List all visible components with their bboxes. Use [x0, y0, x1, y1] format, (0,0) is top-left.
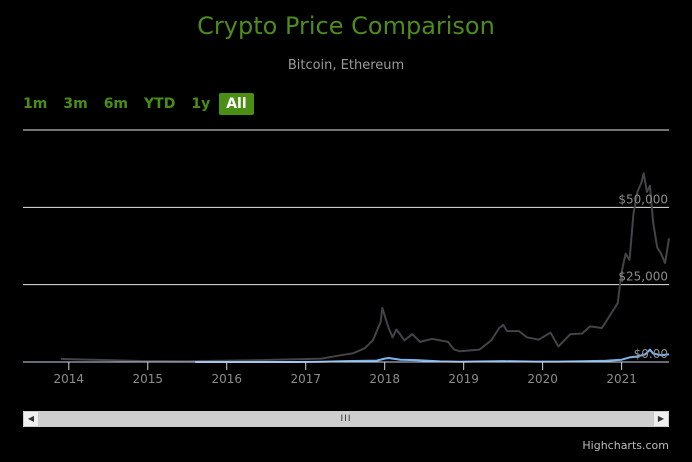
range-button-all[interactable]: All	[219, 93, 254, 115]
range-button-3m[interactable]: 3m	[63, 96, 88, 112]
series-lines	[60, 172, 670, 363]
x-tick-label: 2017	[290, 372, 321, 386]
x-tick-label: 2014	[54, 372, 85, 386]
x-tick-label: 2015	[133, 372, 164, 386]
scroll-right-arrow-icon[interactable]: ▶	[653, 412, 668, 426]
series-line-bitcoin[interactable]	[60, 172, 670, 363]
y-tick-label: $0.00	[634, 347, 668, 361]
scroll-left-arrow-icon[interactable]: ◀	[24, 412, 39, 426]
range-selector: 1m 3m 6m YTD 1y All	[16, 93, 256, 115]
y-axis-labels: $0.00 $25,000 $50,000	[618, 192, 668, 361]
scrollbar-grip: III	[340, 414, 352, 424]
range-button-1y[interactable]: 1y	[191, 96, 211, 112]
grid-lines	[23, 129, 669, 363]
range-button-1m[interactable]: 1m	[23, 96, 48, 112]
x-tick-label: 2019	[448, 372, 479, 386]
x-tick-label: 2021	[606, 372, 637, 386]
chart-title: Crypto Price Comparison	[197, 12, 495, 40]
chart-subtitle: Bitcoin, Ethereum	[287, 58, 405, 73]
y-tick-label: $25,000	[618, 270, 668, 284]
credits-link[interactable]: Highcharts.com	[582, 439, 669, 452]
navigator-scrollbar[interactable]: ◀ III ▶	[23, 411, 669, 427]
x-tick-label: 2020	[527, 372, 558, 386]
y-tick-label: $50,000	[618, 192, 668, 206]
x-axis: 2014 2015 2016 2017 2018 2019 2020 2021	[23, 361, 669, 386]
range-button-6m[interactable]: 6m	[103, 96, 129, 112]
x-tick-label: 2016	[211, 372, 242, 386]
scrollbar-thumb[interactable]: III	[39, 412, 653, 426]
x-tick-label: 2018	[369, 372, 400, 386]
range-button-ytd[interactable]: YTD	[144, 96, 176, 112]
